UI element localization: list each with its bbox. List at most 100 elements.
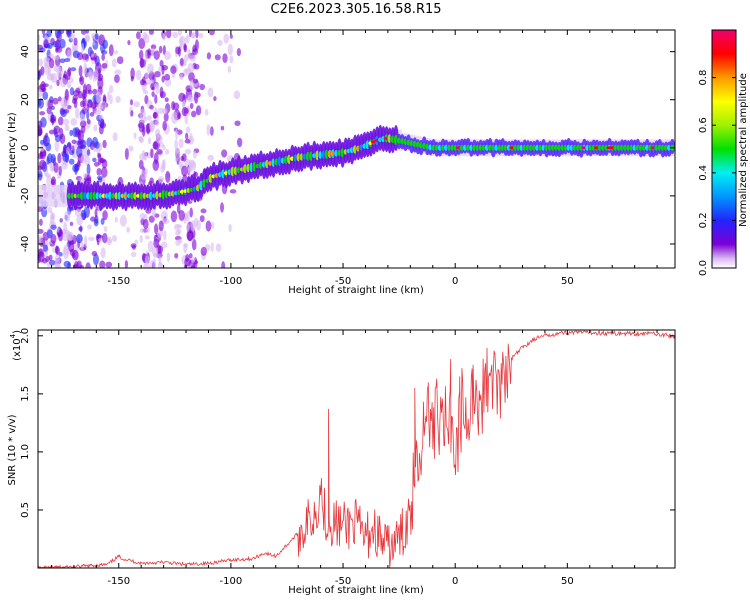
colorbar-tick-label: 0.6 bbox=[698, 117, 709, 133]
heatmap-speckle bbox=[54, 263, 62, 268]
heatmap-speckle bbox=[111, 235, 118, 242]
heatmap-speckle bbox=[158, 255, 162, 266]
heatmap-speckle bbox=[144, 71, 149, 80]
heatmap-speckle bbox=[199, 215, 205, 223]
heatmap-speckle bbox=[129, 99, 134, 106]
heatmap-speckle bbox=[83, 235, 88, 247]
heatmap-speckle bbox=[102, 139, 107, 149]
heatmap-speckle bbox=[87, 46, 93, 57]
heatmap-speckle bbox=[65, 146, 70, 155]
heatmap-speckle bbox=[69, 77, 74, 84]
heatmap-speckle bbox=[66, 49, 72, 61]
heatmap-speckle bbox=[100, 218, 105, 225]
y-bottom-tick-label: 1.5 bbox=[20, 386, 31, 402]
heatmap-speckle bbox=[189, 54, 196, 62]
heatmap-speckle bbox=[63, 260, 71, 268]
heatmap-speckle bbox=[200, 208, 207, 214]
heatmap-speckle bbox=[86, 163, 91, 176]
heatmap-speckle bbox=[59, 38, 66, 49]
y-axis-label-top: Frequency (Hz) bbox=[7, 112, 18, 188]
heatmap-speckle bbox=[42, 83, 49, 88]
heatmap-halo bbox=[56, 185, 61, 207]
heatmap-speckle bbox=[184, 107, 189, 114]
heatmap-speckle bbox=[70, 67, 77, 72]
heatmap-speckle bbox=[182, 100, 186, 108]
heatmap-speckle bbox=[184, 113, 189, 125]
heatmap-speckle bbox=[164, 97, 169, 103]
heatmap-speckle bbox=[56, 79, 60, 87]
heatmap-speckle bbox=[86, 149, 91, 156]
heatmap-speckle bbox=[49, 164, 53, 172]
heatmap-speckle bbox=[183, 42, 187, 51]
heatmap-speckle bbox=[196, 220, 201, 231]
heatmap-speckle bbox=[189, 102, 194, 110]
heatmap-speckle bbox=[38, 228, 44, 234]
heatmap-speckle bbox=[83, 62, 87, 75]
x-top-tick-label: -50 bbox=[335, 276, 351, 287]
heatmap-speckle bbox=[72, 50, 80, 59]
heatmap-speckle bbox=[50, 176, 57, 188]
colorbar-gradient bbox=[711, 29, 737, 269]
heatmap-speckle bbox=[87, 100, 93, 108]
x-ticks-bottom: -150 -100 -50 0 50 bbox=[50, 330, 658, 587]
heatmap-speckle bbox=[142, 31, 148, 40]
heatmap-speckle bbox=[80, 125, 86, 134]
heatmap-speckle bbox=[204, 108, 209, 116]
heatmap-speckle bbox=[77, 130, 81, 141]
heatmap-speckle bbox=[141, 125, 146, 137]
heatmap-halo bbox=[54, 185, 58, 207]
heatmap-speckle bbox=[59, 133, 66, 145]
heatmap-speckle bbox=[170, 210, 178, 223]
heatmap-speckle bbox=[94, 215, 99, 224]
heatmap-speckle bbox=[147, 115, 152, 121]
heatmap-speckle bbox=[48, 259, 56, 266]
heatmap-speckle bbox=[74, 107, 80, 119]
heatmap-speckle bbox=[69, 129, 73, 137]
heatmap-speckle bbox=[130, 251, 137, 258]
heatmap-speckle bbox=[50, 74, 55, 81]
heatmap-speckle bbox=[192, 78, 199, 84]
heatmap-halo bbox=[51, 185, 55, 207]
heatmap-speckle bbox=[183, 60, 187, 67]
heatmap-speckle bbox=[195, 105, 202, 116]
heatmap-speckle bbox=[38, 205, 43, 213]
heatmap-speckle bbox=[43, 135, 50, 147]
heatmap-speckle bbox=[38, 128, 43, 136]
heatmap-speckle bbox=[138, 159, 144, 170]
heatmap-speckle bbox=[187, 49, 191, 59]
heatmap-speckle bbox=[69, 150, 75, 156]
heatmap-speckle bbox=[153, 50, 160, 60]
heatmap-speckle bbox=[194, 91, 199, 104]
chart-title: C2E6.2023.305.16.58.R15 bbox=[270, 2, 441, 17]
heatmap-speckle bbox=[82, 84, 87, 96]
heatmap-speckle bbox=[119, 214, 127, 227]
heatmap-speckle bbox=[133, 101, 141, 108]
heatmap-speckle bbox=[97, 73, 104, 82]
heatmap-speckle bbox=[62, 118, 70, 125]
heatmap-speckle bbox=[116, 56, 124, 65]
heatmap-speckle bbox=[38, 218, 43, 226]
heatmap-speckle bbox=[126, 226, 131, 233]
heatmap-speckle bbox=[178, 138, 184, 149]
heatmap-speckle bbox=[71, 98, 77, 105]
heatmap-speckle bbox=[78, 226, 83, 232]
heatmap-speckle bbox=[190, 110, 197, 118]
heatmap-speckle bbox=[42, 91, 49, 100]
heatmap-speckle bbox=[38, 68, 42, 78]
heatmap-speckle bbox=[52, 97, 59, 105]
heatmap-speckle bbox=[102, 210, 108, 221]
heatmap-speckle bbox=[60, 77, 67, 88]
heatmap-speckle bbox=[103, 225, 108, 233]
heatmap-speckle bbox=[227, 65, 232, 73]
heatmap-speckle bbox=[47, 113, 51, 122]
heatmap-speckle bbox=[101, 62, 108, 69]
y-top-tick-label: 0 bbox=[20, 145, 31, 151]
y-bottom-tick-label: 0.5 bbox=[20, 502, 31, 518]
heatmap-speckle bbox=[58, 165, 62, 176]
heatmap-speckle bbox=[190, 31, 197, 39]
heatmap-speckle bbox=[79, 100, 86, 108]
heatmap-speckle bbox=[152, 253, 159, 259]
heatmap-speckle bbox=[187, 165, 192, 175]
heatmap-speckle bbox=[57, 116, 64, 126]
heatmap-speckle bbox=[228, 223, 232, 233]
